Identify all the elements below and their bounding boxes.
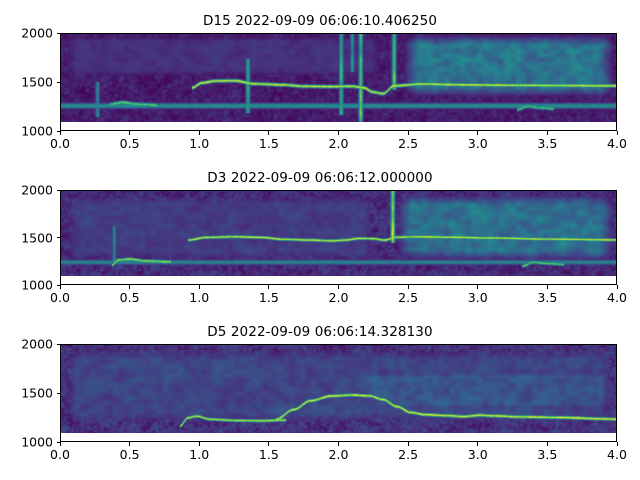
x-tick-2-3 [268,285,270,289]
y-tick-label-3-1: 1500 [21,385,53,401]
axes-3[interactable] [60,344,617,442]
x-tick-label-3-7: 3.5 [537,447,558,462]
x-tick-1-0 [59,131,61,135]
x-tick-label-1-2: 1.0 [189,136,210,151]
y-tick-label-2-0: 1000 [21,277,53,293]
spectrogram-image-2 [60,190,617,276]
x-tick-1-3 [268,131,270,135]
y-tick-2-1 [56,237,60,238]
x-tick-1-7 [546,131,548,135]
x-tick-label-1-6: 3.0 [467,136,488,151]
x-tick-label-1-1: 0.5 [119,136,140,151]
x-tick-3-4 [338,442,339,446]
panel-title-2: D3 2022-09-09 06:06:12.000000 [207,170,433,186]
x-tick-label-1-8: 4.0 [607,136,627,151]
x-tick-label-3-6: 3.0 [467,447,488,462]
x-tick-label-1-0: 0.0 [50,136,70,151]
y-tick-2-2 [56,189,60,191]
x-tick-3-1 [129,442,131,446]
x-tick-3-5 [407,442,409,446]
x-tick-label-3-2: 1.0 [189,447,210,462]
axes-1[interactable] [60,33,617,131]
x-tick-3-0 [59,442,61,446]
x-tick-label-1-5: 2.5 [398,136,419,151]
panel-title-1: D15 2022-09-09 06:06:10.406250 [202,13,438,29]
y-tick-1-2 [56,32,60,34]
spectrogram-image-3 [60,344,617,433]
x-tick-1-1 [129,131,131,135]
x-tick-3-2 [198,442,200,446]
x-tick-label-2-2: 1.0 [189,290,210,305]
x-tick-label-2-1: 0.5 [119,290,140,305]
x-tick-label-2-7: 3.5 [537,290,558,305]
x-tick-3-7 [546,442,548,446]
x-tick-2-6 [477,285,479,289]
x-tick-label-2-3: 1.5 [258,290,279,305]
axes-2[interactable] [60,190,617,285]
spectrogram-image-1 [60,33,617,122]
x-tick-2-4 [338,285,339,289]
x-tick-label-3-1: 0.5 [119,447,140,462]
x-tick-label-2-4: 2.0 [328,290,349,305]
x-tick-label-3-8: 4.0 [607,447,627,462]
y-tick-1-0 [56,130,60,132]
panel-title-3: D5 2022-09-09 06:06:14.328130 [207,324,433,340]
x-tick-label-3-3: 1.5 [258,447,279,462]
x-tick-2-2 [198,285,200,289]
x-tick-3-3 [268,442,270,446]
x-tick-label-2-5: 2.5 [398,290,419,305]
x-tick-label-1-3: 1.5 [258,136,279,151]
x-tick-2-5 [407,285,409,289]
x-tick-label-1-7: 3.5 [537,136,558,151]
x-tick-label-3-4: 2.0 [328,447,349,462]
x-tick-1-4 [338,131,339,135]
y-tick-label-1-1: 1500 [21,74,53,90]
y-tick-label-3-0: 1000 [21,434,53,450]
y-tick-2-0 [56,284,60,286]
x-tick-2-7 [546,285,548,289]
x-tick-label-1-4: 2.0 [328,136,349,151]
x-tick-label-2-6: 3.0 [467,290,488,305]
x-tick-2-1 [129,285,131,289]
x-tick-label-2-8: 4.0 [607,290,627,305]
y-tick-1-1 [56,81,60,83]
x-tick-2-0 [59,285,61,289]
y-tick-3-1 [56,392,60,394]
x-tick-1-8 [616,131,618,135]
y-tick-label-1-0: 1000 [21,123,53,139]
y-tick-label-2-1: 1500 [21,230,53,245]
x-tick-1-6 [477,131,479,135]
y-tick-3-2 [56,343,60,345]
x-tick-3-8 [616,442,618,446]
x-tick-1-5 [407,131,409,135]
x-tick-1-2 [198,131,200,135]
x-tick-2-8 [616,285,618,289]
y-tick-3-0 [56,441,60,443]
x-tick-label-2-0: 0.0 [50,290,70,305]
x-tick-label-3-0: 0.0 [50,447,70,462]
x-tick-3-6 [477,442,479,446]
y-tick-label-3-2: 2000 [21,336,53,352]
y-tick-label-1-2: 2000 [21,25,53,41]
y-tick-label-2-2: 2000 [21,182,53,198]
x-tick-label-3-5: 2.5 [398,447,419,462]
